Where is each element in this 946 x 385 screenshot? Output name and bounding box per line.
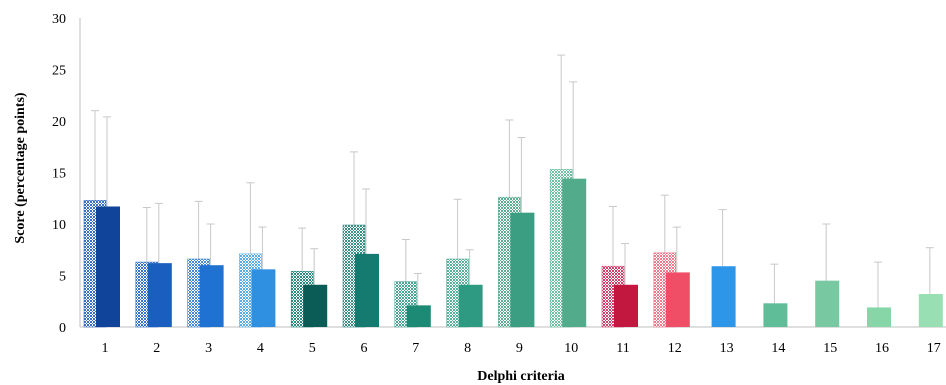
- x-tick-label: 4: [257, 341, 264, 356]
- x-tick-label: 9: [516, 341, 523, 356]
- x-axis-title: Delphi criteria: [477, 369, 564, 384]
- bars: [83, 54, 943, 328]
- x-tick-label: 12: [668, 341, 682, 356]
- y-tick-label: 0: [59, 321, 66, 336]
- bar-solid-16: [867, 307, 891, 327]
- y-tick-label: 15: [52, 167, 66, 182]
- y-axis: 0 5 10 15 20 25 30: [52, 12, 66, 336]
- x-tick-label: 11: [616, 341, 629, 356]
- x-tick-label: 14: [771, 341, 785, 356]
- x-tick-label: 2: [153, 341, 160, 356]
- x-tick-label: 3: [205, 341, 212, 356]
- x-tick-label: 5: [309, 341, 316, 356]
- x-tick-label: 7: [412, 341, 419, 356]
- y-tick-label: 10: [52, 218, 66, 233]
- bar-solid-17: [918, 294, 943, 327]
- bar-solid-13: [711, 266, 736, 327]
- bar-solid-2: [147, 263, 172, 327]
- bar-solid-9: [510, 212, 535, 327]
- bar-solid-6: [355, 253, 379, 327]
- y-tick-label: 20: [52, 115, 66, 130]
- bar-solid-11: [614, 284, 638, 327]
- y-axis-title: Score (percentage points): [13, 92, 28, 243]
- bar-solid-12: [665, 272, 690, 327]
- bar-solid-1: [96, 206, 120, 327]
- bar-solid-4: [251, 269, 276, 327]
- y-tick-label: 5: [59, 270, 66, 285]
- y-tick-label: 30: [52, 12, 66, 27]
- x-tick-label: 13: [720, 341, 734, 356]
- x-tick-label: 10: [564, 341, 578, 356]
- x-tick-label: 1: [102, 341, 109, 356]
- bar-solid-10: [562, 178, 587, 327]
- bar-solid-5: [303, 284, 328, 327]
- x-tick-label: 16: [875, 341, 889, 356]
- bar-solid-7: [406, 305, 431, 327]
- x-tick-label: 17: [927, 341, 941, 356]
- x-tick-label: 8: [464, 341, 471, 356]
- bar-solid-8: [458, 284, 483, 327]
- bar-solid-14: [763, 303, 788, 327]
- y-tick-label: 25: [52, 64, 66, 79]
- bar-solid-3: [199, 265, 224, 327]
- bar-solid-15: [815, 280, 840, 327]
- x-axis: 1 2 3 4 5 6 7 8 9 10 11 12 13 14 15 16 17: [102, 341, 941, 356]
- x-tick-label: 15: [823, 341, 837, 356]
- x-tick-label: 6: [361, 341, 368, 356]
